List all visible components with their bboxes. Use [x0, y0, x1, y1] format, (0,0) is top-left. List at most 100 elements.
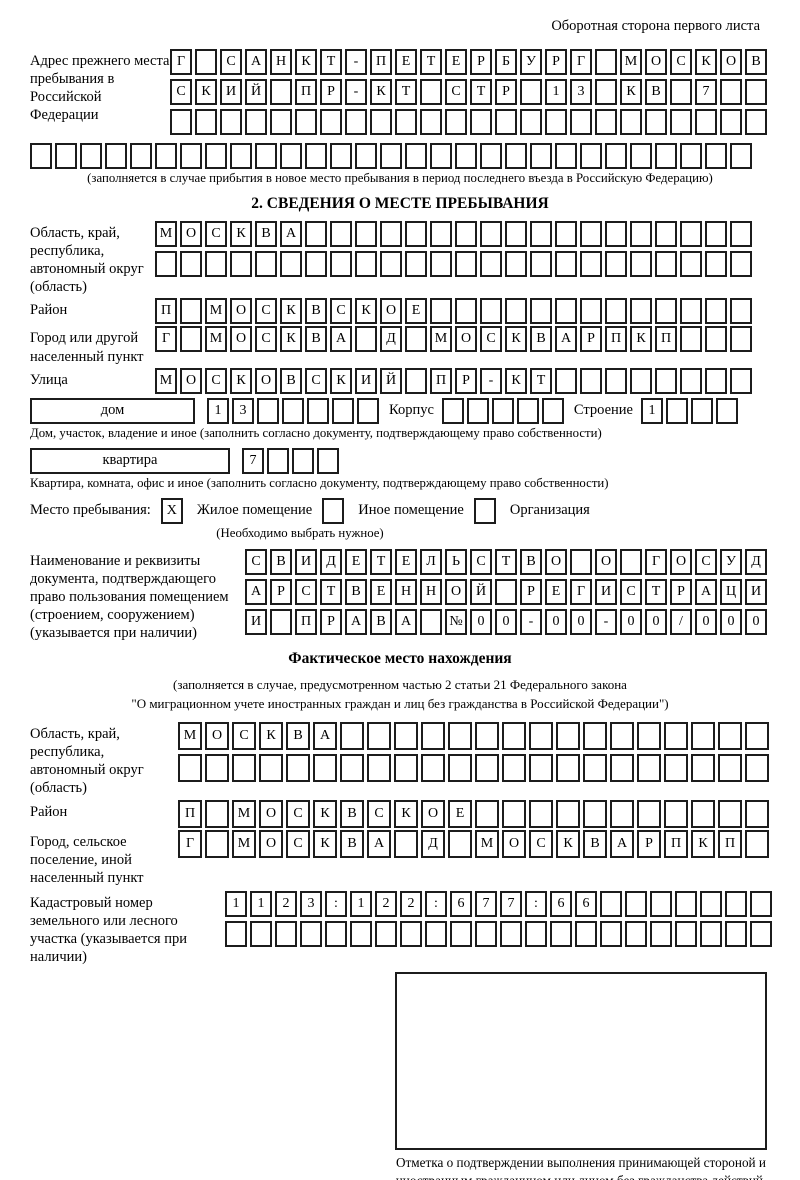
char-cell[interactable]: О — [595, 548, 617, 575]
char-cell[interactable] — [220, 109, 242, 135]
char-cell[interactable] — [664, 799, 688, 828]
char-cell[interactable] — [530, 250, 552, 277]
char-cell[interactable]: В — [286, 722, 310, 751]
char-cell[interactable] — [355, 326, 377, 353]
char-cell[interactable]: Г — [170, 49, 192, 75]
char-cell[interactable]: Р — [320, 608, 342, 635]
char-cell[interactable]: С — [232, 722, 256, 751]
char-cell[interactable] — [725, 890, 747, 917]
char-cell[interactable] — [180, 250, 202, 277]
char-cell[interactable]: Ц — [720, 578, 742, 605]
char-cell[interactable]: К — [280, 326, 302, 353]
char-cell[interactable] — [670, 109, 692, 135]
char-cell[interactable]: 0 — [695, 608, 717, 635]
char-cell[interactable] — [745, 799, 769, 828]
char-cell[interactable]: О — [205, 722, 229, 751]
char-cell[interactable] — [380, 220, 402, 247]
char-cell[interactable]: О — [545, 548, 567, 575]
char-cell[interactable] — [180, 326, 202, 353]
char-cell[interactable]: О — [259, 829, 283, 858]
char-cell[interactable] — [680, 367, 702, 394]
char-cell[interactable]: Т — [320, 49, 342, 75]
char-cell[interactable]: В — [530, 326, 552, 353]
char-cell[interactable]: А — [345, 608, 367, 635]
char-cell[interactable] — [475, 799, 499, 828]
char-cell[interactable]: М — [178, 722, 202, 751]
char-cell[interactable]: 1 — [350, 890, 372, 917]
char-cell[interactable]: К — [280, 298, 302, 325]
char-cell[interactable] — [448, 829, 472, 858]
char-cell[interactable] — [155, 143, 177, 169]
char-cell[interactable] — [541, 397, 564, 424]
char-cell[interactable] — [325, 920, 347, 947]
char-cell[interactable]: В — [340, 829, 364, 858]
char-cell[interactable]: С — [255, 326, 277, 353]
char-cell[interactable] — [520, 79, 542, 105]
char-cell[interactable]: Т — [420, 49, 442, 75]
char-cell[interactable] — [155, 250, 177, 277]
char-cell[interactable]: П — [718, 829, 742, 858]
char-cell[interactable] — [625, 890, 647, 917]
char-cell[interactable]: И — [745, 578, 767, 605]
char-cell[interactable]: Л — [420, 548, 442, 575]
char-cell[interactable] — [420, 109, 442, 135]
char-cell[interactable] — [475, 920, 497, 947]
char-cell[interactable]: Й — [245, 79, 267, 105]
char-cell[interactable] — [30, 143, 52, 169]
char-cell[interactable] — [257, 397, 279, 424]
char-cell[interactable] — [718, 722, 742, 751]
char-cell[interactable] — [650, 890, 672, 917]
char-cell[interactable] — [745, 109, 767, 135]
char-cell[interactable] — [505, 143, 527, 169]
char-cell[interactable]: 3 — [570, 79, 592, 105]
char-cell[interactable] — [448, 722, 472, 751]
char-cell[interactable] — [715, 397, 738, 424]
char-cell[interactable] — [730, 143, 752, 169]
char-cell[interactable] — [230, 250, 252, 277]
char-cell[interactable]: О — [230, 326, 252, 353]
char-cell[interactable]: С — [529, 829, 553, 858]
char-cell[interactable] — [130, 143, 152, 169]
char-cell[interactable] — [630, 143, 652, 169]
char-cell[interactable]: - — [520, 608, 542, 635]
char-cell[interactable]: М — [430, 326, 452, 353]
char-cell[interactable] — [475, 722, 499, 751]
char-cell[interactable]: В — [340, 799, 364, 828]
char-cell[interactable] — [637, 722, 661, 751]
char-cell[interactable]: 7 — [500, 890, 522, 917]
char-cell[interactable] — [664, 722, 688, 751]
char-cell[interactable]: М — [232, 829, 256, 858]
char-cell[interactable]: 1 — [640, 397, 663, 424]
char-cell[interactable]: - — [345, 49, 367, 75]
char-cell[interactable]: И — [295, 548, 317, 575]
char-cell[interactable]: С — [670, 49, 692, 75]
char-cell[interactable] — [445, 109, 467, 135]
char-cell[interactable] — [570, 109, 592, 135]
char-cell[interactable]: С — [620, 578, 642, 605]
char-cell[interactable] — [330, 143, 352, 169]
char-cell[interactable]: О — [720, 49, 742, 75]
char-cell[interactable] — [480, 298, 502, 325]
char-cell[interactable] — [313, 754, 337, 783]
char-cell[interactable]: В — [520, 548, 542, 575]
char-cell[interactable] — [232, 754, 256, 783]
char-cell[interactable] — [491, 397, 514, 424]
char-cell[interactable]: И — [355, 367, 377, 394]
char-cell[interactable] — [555, 298, 577, 325]
char-cell[interactable] — [580, 143, 602, 169]
char-cell[interactable] — [330, 220, 352, 247]
char-cell[interactable]: А — [610, 829, 634, 858]
char-cell[interactable] — [595, 109, 617, 135]
char-cell[interactable] — [705, 298, 727, 325]
char-cell[interactable]: М — [620, 49, 642, 75]
char-cell[interactable]: И — [220, 79, 242, 105]
char-cell[interactable]: 2 — [400, 890, 422, 917]
char-cell[interactable]: 0 — [470, 608, 492, 635]
char-cell[interactable]: Д — [320, 548, 342, 575]
char-cell[interactable]: В — [345, 578, 367, 605]
char-cell[interactable] — [340, 754, 364, 783]
char-cell[interactable]: Е — [395, 548, 417, 575]
char-cell[interactable] — [405, 250, 427, 277]
char-cell[interactable]: 1 — [545, 79, 567, 105]
char-cell[interactable]: Р — [455, 367, 477, 394]
